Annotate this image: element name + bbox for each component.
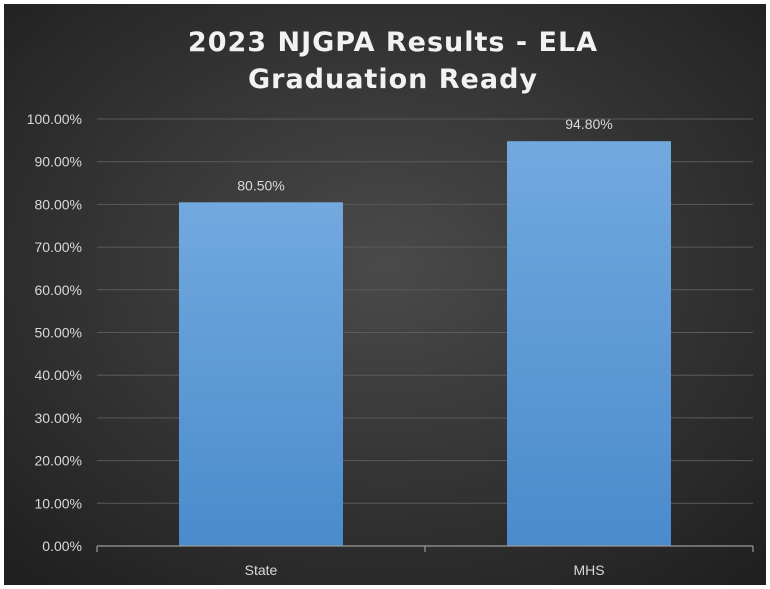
y-tick-label: 90.00% [35,154,82,170]
chart-title-line-2: Graduation Ready [248,64,538,95]
y-tick-label: 20.00% [35,453,82,469]
y-tick-label: 10.00% [35,495,82,511]
x-category-label: MHS [573,562,604,578]
y-tick-label: 30.00% [35,410,82,426]
y-tick-label: 50.00% [35,325,82,341]
y-tick-label: 60.00% [35,282,82,298]
y-tick-label: 80.00% [35,196,82,212]
y-tick-label: 0.00% [42,538,82,554]
y-tick-label: 100.00% [27,111,82,127]
y-tick-label: 70.00% [35,239,82,255]
x-category-label: State [245,562,278,578]
data-label: 94.80% [565,116,612,132]
chart-title-line-1: 2023 NJGPA Results - ELA [188,27,598,58]
y-tick-label: 40.00% [35,367,82,383]
bar-mhs [507,141,671,547]
bar-state [179,202,343,546]
data-label: 80.50% [237,177,284,193]
